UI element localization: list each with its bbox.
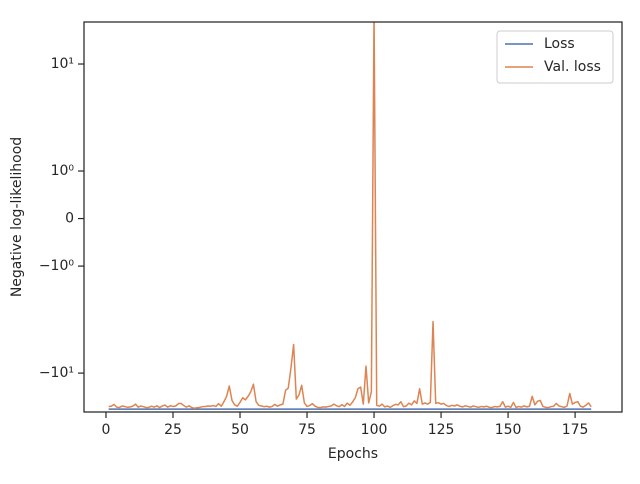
x-tick-label: 150 — [495, 422, 522, 438]
legend-label: Val. loss — [544, 59, 601, 75]
legend-label: Loss — [544, 36, 575, 52]
plot-frame — [83, 21, 623, 413]
y-tick-label: −10¹ — [39, 365, 74, 381]
y-tick-label: 10⁰ — [51, 163, 75, 179]
x-tick-label: 25 — [164, 422, 182, 438]
y-tick-label: 0 — [65, 211, 74, 227]
plot-area — [108, 22, 592, 410]
x-tick-label: 100 — [361, 422, 388, 438]
x-tick-label: 175 — [562, 422, 589, 438]
x-tick-label: 75 — [298, 422, 316, 438]
x-tick-label: 0 — [102, 422, 111, 438]
y-tick-label: −10⁰ — [39, 258, 75, 274]
y-tick-label: 10¹ — [51, 56, 74, 72]
y-axis-label: Negative log-likelihood — [9, 137, 25, 297]
series-line — [108, 22, 592, 409]
x-tick-label: 50 — [231, 422, 249, 438]
x-axis-label: Epochs — [328, 446, 378, 462]
x-tick-label: 125 — [428, 422, 455, 438]
